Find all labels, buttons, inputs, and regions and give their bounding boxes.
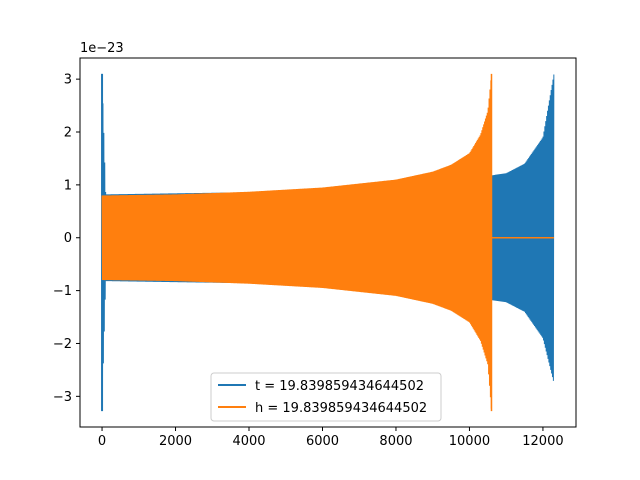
x-tick-label: 10000 [449,434,490,449]
y-tick-label: 3 [64,73,72,88]
y-tick-label: −2 [53,337,72,352]
x-tick-label: 0 [98,434,106,449]
axes-frame [79,57,577,428]
x-tick-label: 8000 [379,434,412,449]
x-tick-label: 2000 [159,434,192,449]
series-line-h [101,80,492,409]
y-tick-label: −1 [53,284,72,299]
legend-box [210,372,442,422]
legend-label-h: h = 19.839859434644502 [255,401,427,416]
axes-layer: 0 2000 4000 6000 8000 10000 12000 −3 −2 −1 0 1 2 3 [53,57,577,449]
x-tick-label: 12000 [522,434,563,449]
y-tick-label: 1 [64,178,72,193]
plot-layer [101,73,555,412]
y-tick-label: −3 [53,390,72,405]
x-tick-label: 4000 [232,434,265,449]
legend: t = 19.839859434644502 h = 19.8398594346… [210,372,442,422]
y-tick-label: 2 [64,126,72,141]
y-scale-label: 1e−23 [80,41,124,56]
x-tick-label: 6000 [306,434,339,449]
legend-label-t: t = 19.839859434644502 [255,379,424,394]
y-tick-label: 0 [64,231,72,246]
